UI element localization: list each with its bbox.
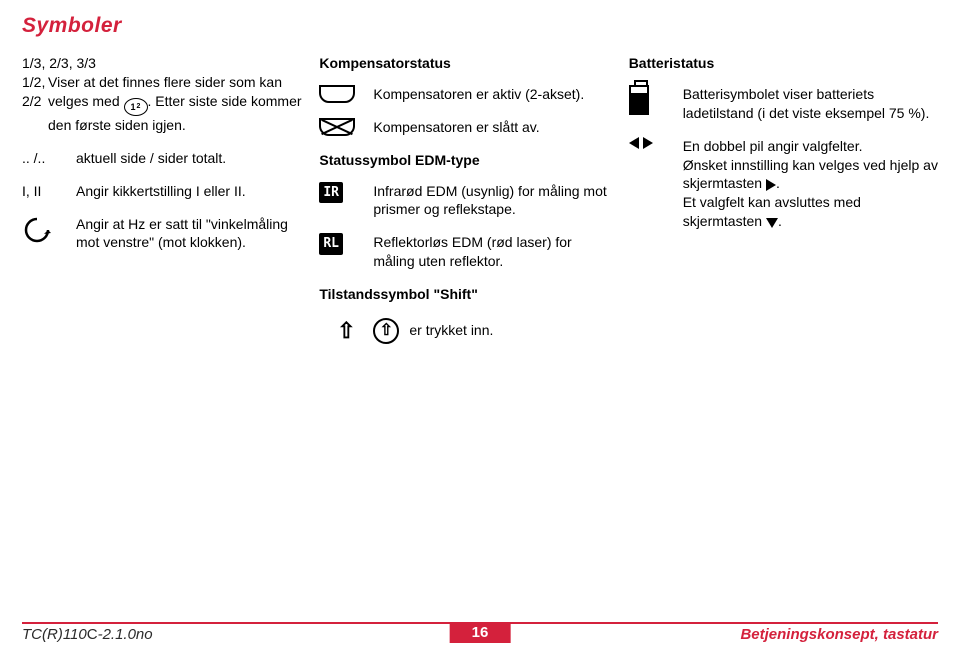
triangle-down-icon <box>766 218 778 228</box>
entry-shift: ⇧ ⇧ er trykket inn. <box>319 316 614 346</box>
compensator-on-icon <box>319 85 373 104</box>
rl-chip-icon: RL <box>319 233 373 271</box>
page-title: Symboler <box>0 0 960 38</box>
telescope-sym: I, II <box>22 182 76 201</box>
entry-actual: .. /.. aktuell side / sider totalt. <box>22 149 305 168</box>
comp-on-text: Kompensatoren er aktiv (2-akset). <box>373 85 614 104</box>
arrows-c: . <box>776 175 780 191</box>
footer: TC(R)110C-2.1.0no 16 Betjeningskonsept, … <box>0 622 960 650</box>
arrows-e: . <box>778 213 782 229</box>
footer-page-number: 16 <box>450 622 511 643</box>
entry-battery: Batterisymbolet viser batteriets ladetil… <box>629 85 938 123</box>
ir-text: Infrarød EDM (usynlig) for måling mot pr… <box>373 182 614 220</box>
pages-icon: 12 <box>124 98 148 116</box>
footer-left: TC(R)110C-2.1.0no <box>22 626 153 643</box>
compensator-off-icon <box>319 118 373 137</box>
column-1: 1/3, 2/3, 3/3 1/2, 2/2 Viser at det finn… <box>22 54 305 360</box>
entry-rotate: Angir at Hz er satt til "vinkelmåling mo… <box>22 215 305 253</box>
entry-comp-off: Kompensatoren er slått av. <box>319 118 614 137</box>
rl-text: Reflektorløs EDM (rød laser) for måling … <box>373 233 614 271</box>
comp-off-text: Kompensatoren er slått av. <box>373 118 614 137</box>
arrows-b: Ønsket innstilling kan velges ved hjelp … <box>683 157 938 192</box>
shift-arrow-icon: ⇧ <box>319 316 373 346</box>
battery-text: Batterisymbolet viser batteriets ladetil… <box>683 85 938 123</box>
telescope-text: Angir kikkertstilling I eller II. <box>76 182 305 201</box>
footer-right: Betjeningskonsept, tastatur <box>740 626 938 643</box>
heading-compensator: Kompensatorstatus <box>319 54 614 73</box>
entry-ir: IR Infrarød EDM (usynlig) for måling mot… <box>319 182 614 220</box>
heading-edm: Statussymbol EDM-type <box>319 151 614 170</box>
double-arrow-icon <box>629 137 683 231</box>
entry-arrows: En dobbel pil angir valgfelter. Ønsket i… <box>629 137 938 231</box>
entry-rl: RL Reflektorløs EDM (rød laser) for måli… <box>319 233 614 271</box>
paging-sym1: 1/3, 2/3, 3/3 <box>22 54 305 73</box>
rotate-text: Angir at Hz er satt til "vinkelmåling mo… <box>76 215 305 253</box>
battery-icon <box>629 85 683 123</box>
shift-text: er trykket inn. <box>409 321 493 340</box>
triangle-right-icon <box>766 179 776 191</box>
heading-battery: Batteristatus <box>629 54 938 73</box>
heading-shift: Tilstandssymbol "Shift" <box>319 285 614 304</box>
column-3: Batteristatus Batterisymbolet viser batt… <box>629 54 938 360</box>
column-2: Kompensatorstatus Kompensatoren er aktiv… <box>319 54 614 360</box>
paging-sym2: 1/2, 2/2 <box>22 73 48 135</box>
entry-comp-on: Kompensatoren er aktiv (2-akset). <box>319 85 614 104</box>
shift-circle-icon: ⇧ <box>373 318 399 344</box>
actual-text: aktuell side / sider totalt. <box>76 149 305 168</box>
rotate-icon <box>22 215 76 253</box>
entry-paging: 1/3, 2/3, 3/3 1/2, 2/2 Viser at det finn… <box>22 54 305 135</box>
actual-sym: .. /.. <box>22 149 76 168</box>
arrows-a: En dobbel pil angir valgfelter. <box>683 138 863 154</box>
content-columns: 1/3, 2/3, 3/3 1/2, 2/2 Viser at det finn… <box>0 38 960 360</box>
entry-telescope: I, II Angir kikkertstilling I eller II. <box>22 182 305 201</box>
ir-chip-icon: IR <box>319 182 373 220</box>
